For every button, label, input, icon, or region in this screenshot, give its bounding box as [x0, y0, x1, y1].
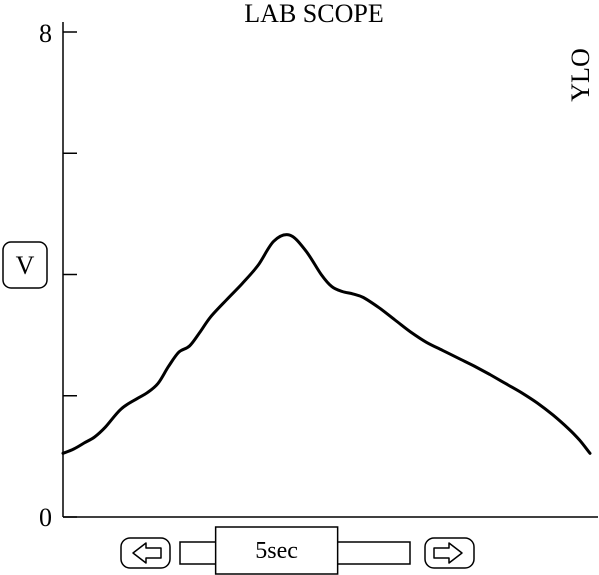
y-tick-label: 8: [39, 19, 52, 48]
plot-area: [61, 233, 592, 455]
series-line-ylo: [61, 233, 592, 455]
timebase-thumb[interactable]: [214, 526, 339, 575]
y-tick-label: 0: [39, 503, 52, 532]
y-axis: 80: [39, 19, 77, 532]
chart-title: LAB SCOPE: [244, 0, 383, 28]
unit-button-frame[interactable]: [2, 241, 48, 289]
y-ticks: [63, 31, 77, 518]
time-scrollbar[interactable]: 5sec: [179, 526, 411, 575]
channel-label: YLO: [566, 48, 595, 101]
timebase-label: 5sec: [255, 538, 298, 564]
y-tick-labels: 80: [39, 19, 52, 532]
right-arrow-icon: [433, 542, 463, 564]
time-navigation: 5sec: [120, 526, 475, 575]
unit-button-label: V: [16, 251, 35, 280]
left-arrow-icon: [132, 542, 162, 564]
scroll-right-button[interactable]: [424, 537, 475, 569]
scroll-left-button[interactable]: [120, 537, 171, 569]
unit-button[interactable]: V: [2, 241, 48, 289]
